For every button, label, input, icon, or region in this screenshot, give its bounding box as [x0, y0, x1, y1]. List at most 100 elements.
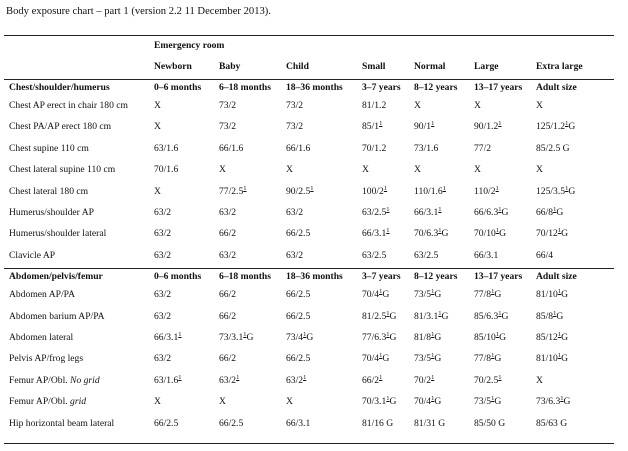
footnote-marker: 1 [431, 395, 435, 403]
table-cell: 81/1.2 [362, 100, 387, 111]
table-cell: 85/6.31G [474, 309, 509, 322]
footnote-marker: 1 [438, 227, 442, 235]
table-cell: 73/2 [219, 100, 237, 111]
footnote-marker: 1 [560, 395, 564, 403]
footnote-marker: 1 [491, 352, 495, 360]
table-cell: 90/1.21 [474, 120, 502, 133]
section-title: Abdomen/pelvis/femur [9, 271, 103, 283]
table-cell: 66/3.1 [474, 249, 499, 261]
footnote-marker: 1 [557, 288, 562, 296]
table-cell: 125/3.51G [536, 184, 576, 197]
footnote-marker: 1 [557, 331, 562, 338]
table-cell: 70/41G [414, 395, 442, 408]
row-label: Chest supine 110 cm [9, 142, 89, 154]
table-cell: 63/2 [219, 249, 237, 261]
footnote-marker: 1 [431, 288, 435, 296]
table-cell: 66/2 [219, 353, 237, 365]
age-range-header: 3–7 years [362, 82, 401, 93]
table-cell: X [536, 374, 543, 386]
row-label: Pelvis AP/frog legs [9, 353, 84, 365]
footnote-marker: 1 [498, 309, 502, 317]
table-cell: 66/3.11 [414, 206, 442, 218]
row-label: Chest lateral 180 cm [9, 185, 89, 197]
table-cell: 70/121G [536, 227, 569, 240]
row-label: Chest AP erect in chair 180 cm [9, 100, 129, 111]
footnote-marker: 1 [243, 184, 247, 192]
age-range-header: 6–18 months [219, 82, 271, 93]
table-cell: 66/1.6 [286, 142, 311, 154]
footnote-marker: 1 [491, 288, 495, 296]
table-cell: X [154, 185, 161, 197]
column-header-normal: Normal [414, 61, 446, 72]
table-cell: 73/1.6 [414, 142, 439, 154]
age-range-header: 3–7 years [362, 271, 401, 283]
age-range-header: 13–17 years [474, 271, 523, 283]
footnote-marker: 1 [303, 373, 307, 381]
table-cell: 73/3.11G [219, 331, 254, 343]
emergency-room-header: Emergency room [154, 40, 225, 51]
column-header-baby: Baby [219, 61, 241, 72]
table-cell: X [154, 396, 161, 408]
age-range-header: 8–12 years [414, 82, 458, 93]
table-cell: 110/21 [474, 184, 499, 197]
table-cell: 66/3.1 [286, 417, 311, 429]
footnote-marker: 1 [310, 184, 314, 192]
table-cell: 63/2.5 [362, 249, 387, 261]
column-header-newborn: Newborn [154, 61, 192, 72]
table-cell: 77/6.31G [362, 331, 397, 343]
footnote-marker: 1 [386, 206, 390, 213]
table-cell: 63/2 [154, 289, 172, 301]
table-cell: 63/2 [154, 353, 172, 365]
footnote-marker: 1 [553, 309, 557, 317]
table-cell: X [536, 100, 543, 111]
table-cell: 70/2.51 [474, 373, 502, 386]
table-cell: 63/2.5 [414, 249, 439, 261]
row-label: Abdomen AP/PA [9, 289, 76, 301]
footnote-marker: 1 [379, 120, 383, 128]
table-cell: X [414, 100, 421, 111]
table-cell: X [286, 396, 293, 408]
column-header-child: Child [286, 61, 309, 72]
table-cell: 81/31 G [414, 417, 446, 429]
table-cell: 85/11 [362, 120, 383, 133]
table-cell: 70/21 [414, 373, 435, 386]
age-range-header: 18–36 months [286, 271, 343, 283]
column-header-extra-large: Extra large [536, 61, 583, 72]
table-cell: 63/21 [286, 373, 307, 386]
table-cell: 63/2 [154, 228, 172, 240]
table-cell: 73/2 [219, 121, 237, 133]
table-cell: X [286, 164, 293, 176]
table-cell: X [474, 100, 481, 111]
footnote-marker: 1 [379, 288, 383, 296]
table-cell: 70/3.11G [362, 395, 397, 408]
footnote-marker: 1 [498, 206, 502, 213]
footnote-marker: 1 [557, 352, 562, 360]
footnote-marker: 1 [498, 373, 502, 381]
row-label: Hip horizontal beam lateral [9, 417, 115, 429]
table-cell: 66/2.5 [154, 417, 179, 429]
table-cell: 90/2.51 [286, 184, 314, 197]
age-range-header: 6–18 months [219, 271, 271, 283]
table-cell: 63/1.6 [154, 142, 179, 154]
footnote-marker: 1 [178, 373, 182, 381]
bottom-rule [4, 443, 614, 444]
footnote-marker: 1 [379, 352, 383, 360]
table-cell: 63/2.51 [362, 206, 390, 218]
table-cell: 77/2 [474, 142, 492, 154]
footnote-marker: 1 [431, 352, 435, 360]
footnote-marker: 1 [495, 227, 500, 235]
table-cell: 66/6.31G [474, 206, 509, 218]
table-cell: 85/81G [536, 309, 564, 322]
footnote-marker: 1 [438, 206, 442, 213]
footnote-marker: 1 [553, 206, 557, 213]
table-cell: 73/51G [474, 395, 502, 408]
footnote-marker: 1 [498, 120, 502, 128]
top-rule [4, 35, 614, 36]
table-cell: 81/81G [414, 331, 442, 343]
age-range-header: 8–12 years [414, 271, 458, 283]
footnote-marker: 1 [386, 395, 390, 403]
table-cell: 73/2 [286, 121, 304, 133]
table-cell: 70/41G [362, 352, 390, 365]
footnote-marker: 1 [386, 227, 390, 235]
table-cell: 63/21 [219, 373, 240, 386]
